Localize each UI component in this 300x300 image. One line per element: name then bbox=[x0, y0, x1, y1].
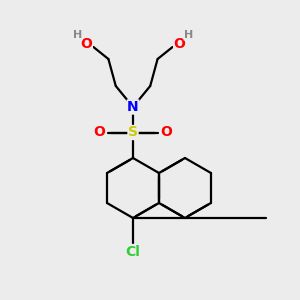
Text: O: O bbox=[94, 125, 105, 140]
Text: N: N bbox=[127, 100, 139, 114]
Text: S: S bbox=[128, 125, 138, 140]
Text: O: O bbox=[174, 37, 185, 51]
Text: Cl: Cl bbox=[126, 244, 140, 259]
Text: H: H bbox=[184, 30, 193, 40]
Text: O: O bbox=[161, 125, 172, 140]
Text: H: H bbox=[73, 30, 82, 40]
Text: O: O bbox=[80, 37, 92, 51]
